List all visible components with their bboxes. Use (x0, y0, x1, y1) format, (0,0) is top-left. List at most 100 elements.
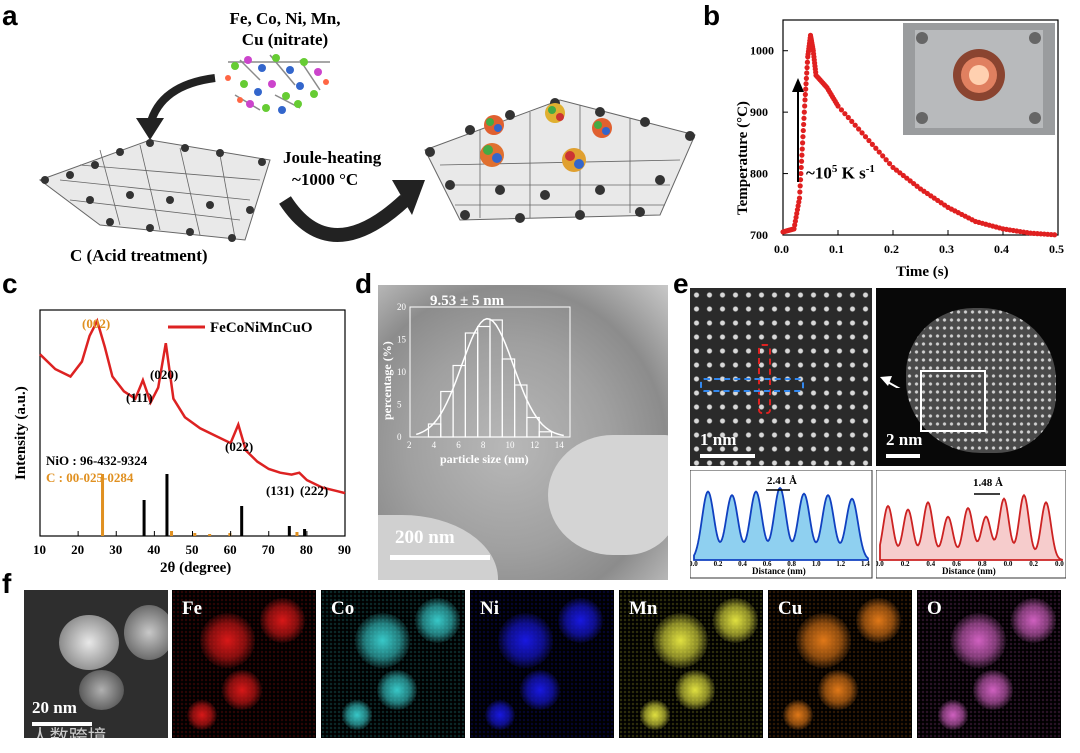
profile-xtick: 1.0 (812, 560, 821, 568)
histogram-bars (427, 319, 553, 438)
curved-arrow-1-icon (146, 74, 216, 127)
joule-device-photo-icon (903, 23, 1055, 135)
chart-b-point (796, 199, 802, 205)
haadf1-scalebar (700, 454, 755, 458)
chart-b-xtick: 0.2 (884, 242, 899, 256)
profile-xtick: 0.0 (876, 560, 884, 568)
profile-xtick: 0.0 (690, 560, 698, 568)
histogram-inset: 2 4 6 8 10 12 14 0 5 10 15 20 particle size (nm) pe… (380, 302, 571, 466)
profile-xtick: 1.2 (836, 560, 845, 568)
tem-image (378, 285, 668, 580)
histogram-xtick: 8 (481, 440, 486, 450)
chart-b-point (800, 127, 806, 134)
histogram-bar (514, 384, 528, 438)
line-profile-2-ticks: 0.0 0.2 0.4 0.6 0.8 0.0 0.2 0.0 (876, 560, 1064, 568)
profile-xtick: 1.4 (861, 560, 870, 568)
chart-b-xlabel: Time (s) (896, 264, 949, 280)
chart-b-point (798, 164, 804, 171)
graphene-sheet-right-icon (424, 98, 696, 223)
histogram-bar (526, 416, 540, 438)
histogram-bar (538, 431, 553, 438)
chart-c-xlabel: 2θ (degree) (160, 560, 231, 576)
ref-nio: NiO : 96-432-9324 (46, 453, 148, 468)
chart-b-point (801, 115, 807, 121)
chart-b-xtick: 0.4 (994, 242, 1009, 256)
peak-020: (020) (150, 367, 178, 382)
map-scalebar (32, 722, 92, 726)
histogram-ytick: 0 (397, 432, 402, 442)
chart-b-point (856, 126, 862, 132)
eds-map-label: Mn (629, 598, 658, 619)
chart-b-point (869, 141, 875, 147)
chart-c-series-line (39, 317, 346, 495)
chart-b-point (873, 145, 879, 151)
chart-b-point (1051, 232, 1058, 238)
watermark: ◎ 人数跨境 (8, 722, 107, 749)
profile-xtick: 0.4 (738, 560, 747, 568)
line-profile-1-ticks: 0.0 0.2 0.4 0.6 0.8 1.0 1.2 1.4 (690, 560, 870, 568)
haadf1-scalebar-label: 1 nm (700, 430, 737, 449)
chart-b-point (803, 86, 809, 92)
chart-b-point (845, 114, 851, 121)
chart-b-point (838, 107, 845, 113)
chart-b-ytick: 700 (750, 228, 768, 242)
chart-b-point (797, 189, 803, 195)
eds-map-o: O (917, 590, 1061, 738)
substrate-text: C (Acid treatment) (70, 246, 208, 265)
nanoparticles-icon (480, 103, 612, 172)
chart-b-point (835, 103, 841, 109)
precursor-text: Fe, Co, Ni, Mn, Cu (nitrate) (215, 8, 355, 50)
chart-b-point (842, 111, 848, 117)
histogram-bar (489, 319, 503, 438)
chart-c-ref-bar (101, 474, 105, 536)
histogram-xtick: 6 (456, 440, 461, 450)
chart-b-point (859, 130, 865, 136)
chart-b-point (794, 210, 800, 217)
profile-xtick: 0.8 (978, 560, 987, 568)
chart-b-point (883, 157, 889, 163)
chart-b-points (780, 32, 1058, 238)
eds-map-cu: Cu (768, 590, 912, 738)
chart-b-point (797, 183, 803, 189)
ref-c: C : 00-025-0284 (46, 470, 134, 485)
chart-b-point (800, 134, 806, 140)
tem-scalebar (390, 555, 490, 560)
panel-a-label: a (2, 0, 18, 31)
histogram-bar (452, 364, 466, 438)
eds-map-label: Co (331, 598, 355, 619)
chart-b-point (792, 222, 798, 228)
line-profile-2-curve (879, 493, 1063, 561)
histogram-ylabel: percentage (%) (380, 341, 394, 420)
chart-c-ref-bar (165, 474, 169, 536)
chart-b-point (866, 137, 872, 144)
chart-c-xtick: 10 (33, 542, 46, 557)
eds-map-label: Cu (778, 598, 803, 619)
eds-map-label: Fe (182, 598, 203, 619)
chart-b-point (798, 170, 804, 177)
rate-exp2: -1 (865, 163, 875, 175)
chart-b-point (801, 121, 807, 128)
chart-b-point (799, 152, 805, 158)
chart-b-ytick: 1000 (750, 44, 774, 58)
profile-xtick: 0.6 (952, 560, 961, 568)
chart-b-point (886, 160, 893, 167)
profile-xtick: 0.0 (1004, 560, 1013, 568)
chart-b-xtick: 0.1 (829, 242, 844, 256)
chart-c-ticks: 10 20 30 40 50 60 70 80 90 (33, 531, 351, 557)
chart-b-point (803, 81, 809, 87)
chart-b-point (804, 65, 810, 71)
curved-arrow-2-icon (279, 194, 410, 242)
chart-b-point (792, 218, 798, 224)
graphene-sheet-left-icon (38, 139, 271, 242)
zoom-box (920, 370, 986, 432)
process-text: Joule-heating (283, 148, 382, 167)
chart-c-ref-bar (193, 533, 197, 536)
chart-b-point (802, 97, 808, 103)
chart-c-xtick: 20 (71, 542, 84, 557)
chart-c-ref-bars (101, 474, 307, 536)
particle-size-text: 9.53 ± 5 nm (430, 293, 505, 309)
precursor-line2: Cu (nitrate) (241, 30, 329, 49)
profile-2-xlabel: Distance (nm) (942, 566, 996, 576)
eds-map-mn: Mn (619, 590, 763, 738)
profile-1-xlabel: Distance (nm) (752, 566, 806, 576)
